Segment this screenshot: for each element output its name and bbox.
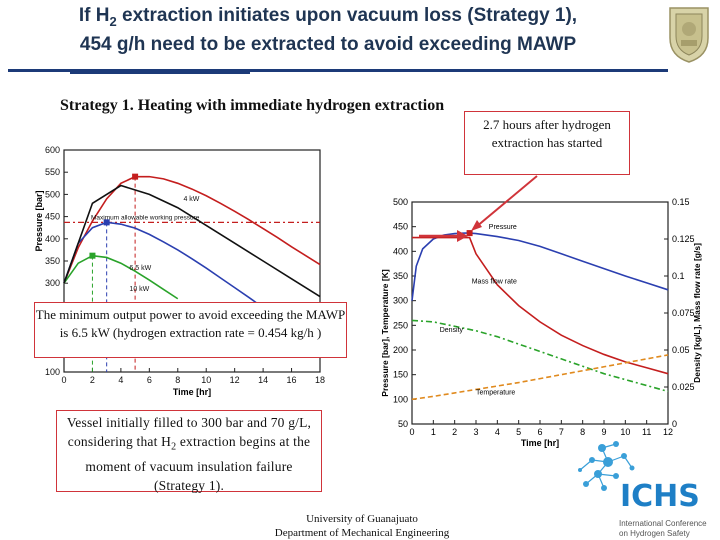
x-tick-label: 11 [642, 427, 651, 437]
x-tick-label: 0 [61, 375, 66, 385]
x-tick-label: 12 [230, 375, 240, 385]
series-line-temperature [411, 354, 669, 401]
y-tick-label-right: 0 [672, 419, 677, 429]
y-tick-label: 450 [45, 212, 60, 222]
university-crest-logo [669, 7, 709, 63]
y-tick-label-right: 0.05 [672, 345, 690, 355]
series-line-density [411, 319, 669, 393]
callout-extraction-time: 2.7 hours after hydrogen extraction has … [464, 111, 630, 175]
y-tick-label-left: 200 [393, 345, 408, 355]
pressure-power-chart: 1001502002503003504004505005506000246810… [34, 145, 325, 397]
x-tick-label: 2 [90, 375, 95, 385]
y-axis-label: Pressure [bar] [34, 190, 44, 251]
x-tick-label: 5 [516, 427, 521, 437]
y-tick-label-left: 50 [398, 419, 408, 429]
annotation-4kw: 4 kW [183, 196, 199, 203]
x-tick-label: 9 [601, 427, 606, 437]
x-tick-label: 0 [409, 427, 414, 437]
strategy-heading: Strategy 1. Heating with immediate hydro… [60, 97, 445, 114]
x-tick-label: 10 [201, 375, 211, 385]
intersection-marker [466, 230, 473, 237]
y-tick-label-left: 350 [393, 271, 408, 281]
y-tick-label: 500 [45, 189, 60, 199]
annotation-mass-flow-rate: Mass flow rate [472, 278, 517, 285]
x-tick-label: 6 [537, 427, 542, 437]
x-tick-label: 12 [663, 427, 673, 437]
x-tick-label: 18 [315, 375, 325, 385]
y-tick-label-right: 0.075 [672, 308, 695, 318]
footer-department: Department of Mechanical Engineering [274, 527, 450, 539]
y-tick-label-left: 100 [393, 394, 408, 404]
title-subscript: 2 [109, 13, 117, 29]
y-axis-label-left: Pressure [bar], Temperature [K] [380, 269, 390, 397]
y-tick-label: 300 [45, 278, 60, 288]
series-line-pressure [411, 232, 669, 301]
x-axis-label: Time [hr] [521, 438, 559, 448]
annotation-10kw: 10 kW [129, 286, 149, 293]
y-tick-label: 600 [45, 145, 60, 155]
annotation-6-5kw: 6.5 kW [129, 265, 151, 272]
x-tick-label: 14 [258, 375, 268, 385]
title-line-2: 454 g/h need to be extracted to avoid ex… [79, 33, 577, 55]
x-tick-label: 6 [147, 375, 152, 385]
x-axis-label: Time [hr] [173, 387, 211, 397]
y-tick-label-left: 450 [393, 222, 408, 232]
series-line-10-kw [63, 254, 179, 300]
x-tick-label: 7 [559, 427, 564, 437]
y-tick-label-left: 400 [393, 246, 408, 256]
ichs-logo-subtitle-2: on Hydrogen Safety [619, 529, 690, 538]
y-tick-label: 400 [45, 234, 60, 244]
annotation-pressure: Pressure [489, 224, 517, 231]
annotation-temperature: Temperature [476, 389, 515, 396]
footer-university: University of Guanajuato [306, 513, 418, 525]
y-tick-label-left: 300 [393, 296, 408, 306]
x-tick-label: 4 [495, 427, 500, 437]
vessel-text-part-1: Vessel initially filled to 300 bar and 7… [66, 415, 312, 449]
slide-title: If H2 extraction initiates upon vacuum l… [8, 4, 648, 56]
y-tick-label-right: 0.025 [672, 382, 695, 392]
y-tick-label: 550 [45, 167, 60, 177]
annotation-density: Density [440, 327, 464, 334]
x-tick-label: 8 [580, 427, 585, 437]
y-tick-label-right: 0.15 [672, 197, 690, 207]
ichs-logo-subtitle-1: International Conference [619, 519, 707, 528]
callout-minimum-power: The minimum output power to avoid exceed… [34, 302, 347, 358]
vessel-text-part-2: extraction begins at the moment of vacuu… [85, 434, 311, 493]
y-tick-label-right: 0.125 [672, 234, 695, 244]
x-tick-label: 4 [118, 375, 123, 385]
title-part-2: extraction initiates upon vacuum loss (S… [116, 5, 578, 26]
y-axis-label-right: Density [kg/L], Mass flow rate [g/s] [692, 243, 702, 383]
x-tick-label: 16 [287, 375, 297, 385]
callout-extraction-time-text: 2.7 hours after hydrogen extraction has … [483, 117, 611, 150]
title-divider [8, 69, 668, 72]
strategy-variables-chart: 5010015020025030035040045050000.0250.050… [380, 197, 702, 448]
y-tick-label-right: 0.1 [672, 271, 685, 281]
x-tick-label: 1 [431, 427, 436, 437]
callout-vessel-conditions: Vessel initially filled to 300 bar and 7… [56, 410, 322, 493]
x-tick-label: 2 [452, 427, 457, 437]
y-tick-label-left: 150 [393, 370, 408, 380]
title-part-1: If H [78, 5, 110, 26]
plot-area [411, 201, 669, 425]
vessel-text-subscript: 2 [171, 441, 177, 453]
y-tick-label: 100 [45, 367, 60, 377]
ichs-logo-text: ICHS [620, 479, 700, 514]
title-divider-accent [70, 72, 250, 74]
x-tick-label: 8 [175, 375, 180, 385]
x-tick-label: 3 [473, 427, 478, 437]
y-tick-label: 350 [45, 256, 60, 266]
x-tick-label: 10 [620, 427, 630, 437]
y-tick-label-left: 500 [393, 197, 408, 207]
ichs-logo: ICHS International Conference on Hydroge… [578, 441, 707, 538]
annotation-mawp: Maximum allowable working pressure [91, 215, 200, 222]
footer-affiliation: University of Guanajuato Department of M… [262, 512, 462, 540]
series-line-4-kw [63, 175, 321, 284]
callout-minimum-power-text: The minimum output power to avoid exceed… [35, 307, 346, 340]
y-tick-label-left: 250 [393, 320, 408, 330]
series-line-series [63, 184, 321, 298]
